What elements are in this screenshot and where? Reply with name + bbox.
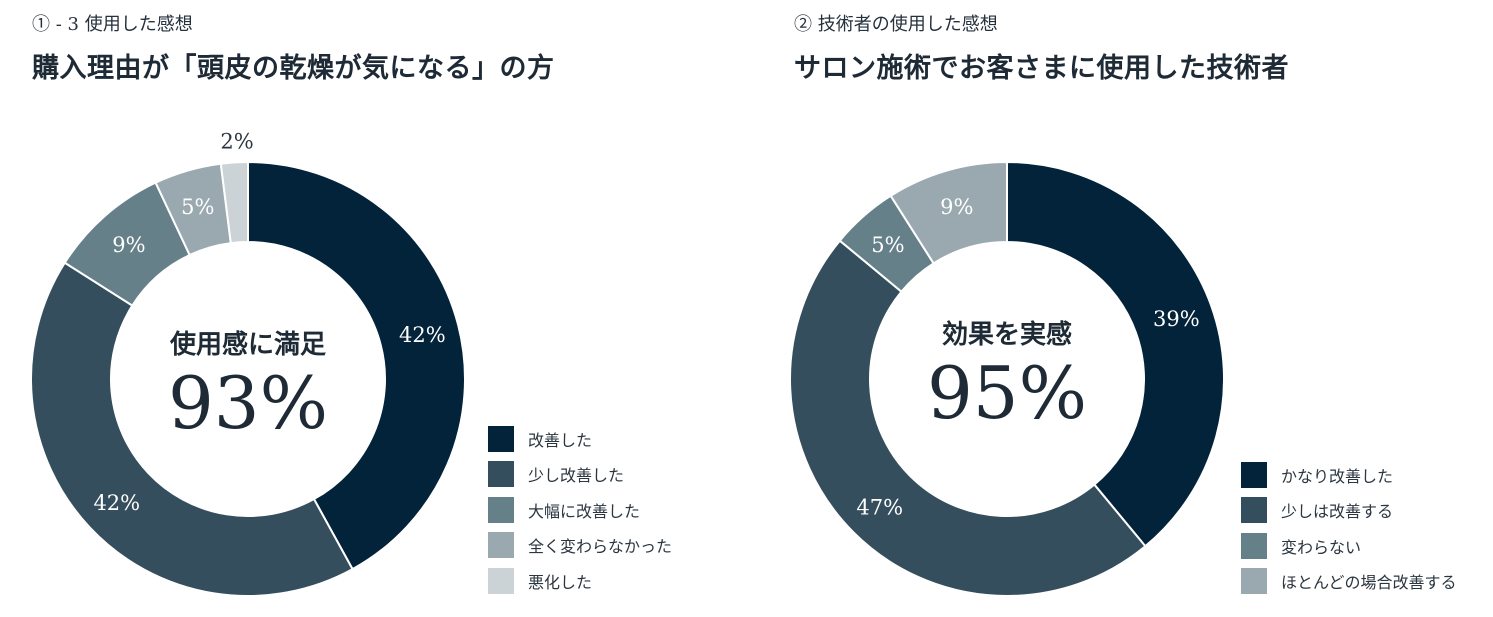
slice-label: 9% xyxy=(112,233,145,257)
chart-2-title: サロン施術でお客さまに使用した技術者 xyxy=(794,53,1289,84)
donut-slice xyxy=(30,261,354,597)
legend-swatch xyxy=(488,461,514,488)
legend-swatch xyxy=(1241,532,1267,559)
chart-2-subtitle: ② 技術者の使用した感想 xyxy=(794,14,998,35)
slice-label: 9% xyxy=(940,195,973,219)
slice-label: 5% xyxy=(871,233,904,257)
legend-label: 全く変わらなかった xyxy=(528,537,673,557)
center-label: 効果を実感 xyxy=(942,319,1072,350)
donut-slice xyxy=(247,160,467,571)
center-value: 95% xyxy=(927,351,1087,435)
legend-item: かなり改善した xyxy=(1241,457,1457,493)
legend-item: ほとんどの場合改善する xyxy=(1241,564,1457,600)
legend-item: 大幅に改善した xyxy=(488,492,672,528)
legend-item: 全く変わらなかった xyxy=(488,528,672,564)
slice-label: 42% xyxy=(399,323,446,347)
chart-panel-1: ① - 3 使用した感想 購入理由が「頭皮の乾燥が気になる」の方 42% 42% 9… xyxy=(30,14,672,599)
legend-label: 変わらない xyxy=(1281,537,1362,557)
chart-1-title: 購入理由が「頭皮の乾燥が気になる」の方 xyxy=(32,53,555,84)
legend-item: 少しは改善する xyxy=(1241,493,1457,529)
chart-panel-2: ② 技術者の使用した感想 サロン施術でお客さまに使用した技術者 39% 47% 5%… xyxy=(750,0,1493,617)
legend-item: 少し改善した xyxy=(488,457,672,493)
legend-swatch xyxy=(488,496,514,523)
donut-slice xyxy=(219,160,249,245)
center-label: 使用感に満足 xyxy=(169,330,326,360)
legend-label: 少し改善した xyxy=(528,466,625,486)
legend-item: 改善した xyxy=(488,421,672,457)
slice-label: 2% xyxy=(220,129,253,153)
chart-2-legend: かなり改善した 少しは改善する 変わらないほとんどの場合改善する xyxy=(1241,457,1457,599)
donut-slice xyxy=(889,160,1008,265)
chart-1-subtitle: ① - 3 使用した感想 xyxy=(32,14,193,35)
legend-label: ほとんどの場合改善する xyxy=(1281,573,1457,593)
donut-slice xyxy=(789,239,1147,597)
legend-item: 変わらない xyxy=(1241,528,1457,564)
legend-swatch xyxy=(488,425,514,452)
slice-label: 47% xyxy=(856,495,903,519)
legend-swatch xyxy=(1241,497,1267,524)
legend-label: かなり改善した xyxy=(1281,466,1394,486)
legend-swatch xyxy=(1241,461,1267,488)
legend-swatch xyxy=(1241,568,1267,595)
legend-label: 大幅に改善した xyxy=(528,501,641,521)
legend-swatch xyxy=(488,532,514,559)
legend-label: 少しは改善する xyxy=(1281,502,1394,522)
legend-swatch xyxy=(488,567,514,594)
legend-label: 改善した xyxy=(528,430,593,450)
chart-1-legend: 改善した少し改善した 大幅に改善した全く変わらなかった 悪化した xyxy=(488,421,672,599)
slice-label: 5% xyxy=(181,195,214,219)
center-value: 93% xyxy=(168,361,328,445)
slice-label: 42% xyxy=(93,491,140,515)
slice-label: 39% xyxy=(1153,307,1200,331)
legend-label: 悪化した xyxy=(528,572,593,592)
donut-slice xyxy=(1006,160,1225,548)
legend-item: 悪化した xyxy=(488,563,672,599)
